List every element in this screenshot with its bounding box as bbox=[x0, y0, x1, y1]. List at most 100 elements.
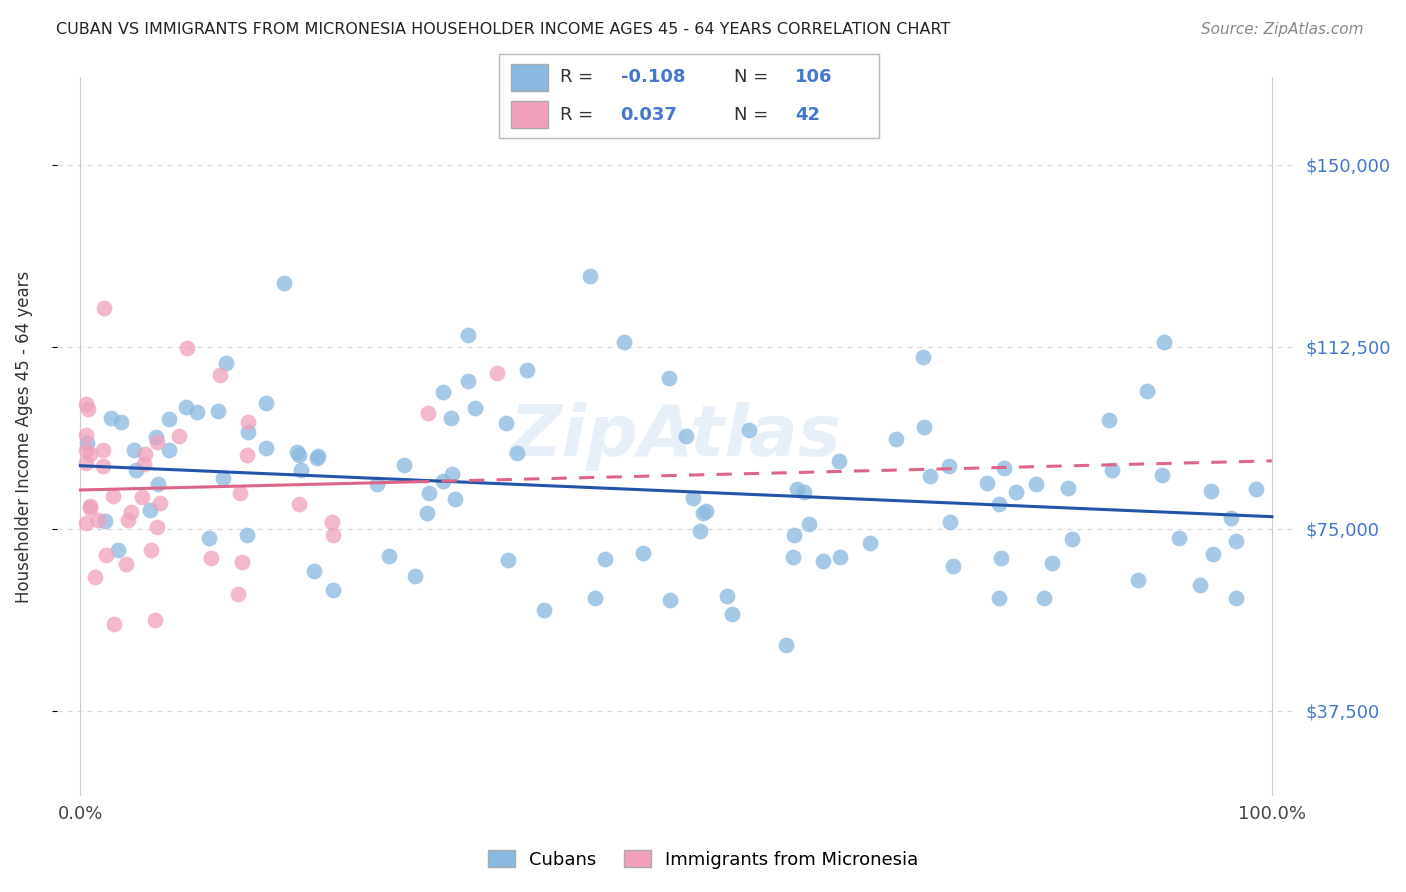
Text: N =: N = bbox=[734, 105, 775, 123]
Point bbox=[75, 516, 97, 531]
Point bbox=[613, 335, 636, 350]
Point bbox=[1005, 485, 1028, 500]
Point bbox=[200, 550, 222, 565]
Text: -0.108: -0.108 bbox=[620, 69, 685, 87]
Point bbox=[486, 366, 509, 380]
Point bbox=[938, 459, 960, 474]
Point bbox=[1150, 468, 1173, 483]
Point bbox=[141, 542, 163, 557]
Point bbox=[692, 506, 714, 520]
Point bbox=[229, 486, 252, 500]
Point bbox=[145, 430, 167, 444]
Text: CUBAN VS IMMIGRANTS FROM MICRONESIA HOUSEHOLDER INCOME AGES 45 - 64 YEARS CORREL: CUBAN VS IMMIGRANTS FROM MICRONESIA HOUS… bbox=[56, 22, 950, 37]
Point bbox=[432, 385, 454, 400]
Point bbox=[91, 458, 114, 473]
Point bbox=[1225, 533, 1247, 548]
Point bbox=[1098, 413, 1121, 427]
Point bbox=[658, 371, 681, 385]
Point bbox=[87, 513, 110, 527]
Point bbox=[176, 341, 198, 355]
Point bbox=[91, 443, 114, 458]
Point bbox=[79, 500, 101, 515]
Point bbox=[149, 496, 172, 510]
Point bbox=[721, 607, 744, 621]
Point bbox=[157, 411, 180, 425]
Point bbox=[457, 328, 479, 343]
Point bbox=[107, 543, 129, 558]
Point bbox=[131, 490, 153, 504]
Point bbox=[939, 515, 962, 529]
Point bbox=[79, 499, 101, 513]
Point bbox=[416, 506, 439, 520]
Point bbox=[583, 591, 606, 605]
Point bbox=[124, 443, 146, 458]
Point bbox=[716, 589, 738, 603]
Point bbox=[79, 447, 101, 461]
Point bbox=[457, 374, 479, 388]
Point bbox=[235, 528, 257, 542]
Point bbox=[143, 613, 166, 627]
Text: Source: ZipAtlas.com: Source: ZipAtlas.com bbox=[1201, 22, 1364, 37]
Point bbox=[231, 555, 253, 569]
Point bbox=[1126, 573, 1149, 587]
Text: N =: N = bbox=[734, 69, 775, 87]
Point bbox=[207, 403, 229, 417]
Point bbox=[146, 434, 169, 449]
Point bbox=[174, 400, 197, 414]
Point bbox=[1202, 548, 1225, 562]
Point bbox=[920, 468, 942, 483]
Point bbox=[238, 415, 260, 429]
Point bbox=[1040, 556, 1063, 570]
Point bbox=[93, 301, 115, 315]
Point bbox=[94, 548, 117, 562]
Point bbox=[1062, 532, 1084, 546]
Point bbox=[75, 428, 97, 442]
Point bbox=[793, 485, 815, 500]
Point bbox=[799, 516, 821, 531]
Text: R =: R = bbox=[560, 105, 599, 123]
Point bbox=[146, 519, 169, 533]
Point bbox=[117, 513, 139, 527]
Point bbox=[75, 397, 97, 411]
Point bbox=[157, 443, 180, 458]
Point bbox=[783, 528, 806, 542]
Point bbox=[125, 463, 148, 477]
Point bbox=[811, 554, 834, 568]
Point bbox=[226, 587, 249, 601]
Point bbox=[321, 515, 343, 529]
Point bbox=[307, 449, 329, 463]
Bar bbox=[510, 63, 548, 91]
Point bbox=[138, 503, 160, 517]
Point bbox=[418, 406, 440, 420]
Point bbox=[1199, 483, 1222, 498]
Point bbox=[322, 583, 344, 598]
Point bbox=[1136, 384, 1159, 398]
Point bbox=[103, 489, 125, 503]
Point bbox=[593, 551, 616, 566]
Point bbox=[884, 432, 907, 446]
Point bbox=[76, 436, 98, 450]
Bar bbox=[510, 101, 548, 128]
Point bbox=[167, 429, 190, 443]
Text: ZipAtlas: ZipAtlas bbox=[510, 402, 842, 471]
Point bbox=[100, 411, 122, 425]
Point bbox=[912, 419, 935, 434]
Point bbox=[84, 570, 107, 584]
Point bbox=[830, 549, 852, 564]
Point bbox=[464, 401, 486, 415]
Point bbox=[146, 477, 169, 491]
Point bbox=[120, 505, 142, 519]
Point bbox=[290, 463, 312, 477]
Point bbox=[418, 486, 440, 500]
Point bbox=[682, 491, 704, 505]
Point bbox=[209, 368, 232, 383]
Point bbox=[114, 557, 136, 571]
Point bbox=[1153, 334, 1175, 349]
Point bbox=[1188, 578, 1211, 592]
Point bbox=[990, 550, 1012, 565]
Point bbox=[134, 457, 156, 471]
Point bbox=[444, 492, 467, 507]
Point bbox=[77, 401, 100, 416]
Point bbox=[432, 474, 454, 488]
Point bbox=[1025, 476, 1047, 491]
